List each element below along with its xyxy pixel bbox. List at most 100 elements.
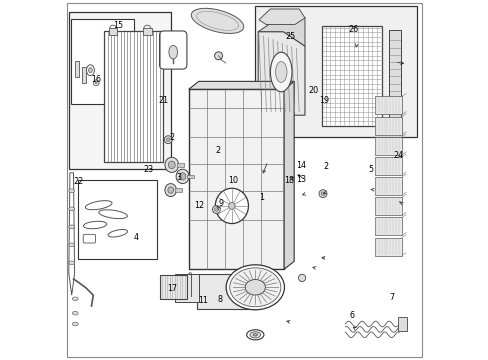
Bar [374, 96, 401, 114]
Ellipse shape [229, 268, 280, 307]
Ellipse shape [168, 45, 177, 59]
Text: 12: 12 [194, 201, 204, 210]
Ellipse shape [72, 322, 78, 326]
Text: 13: 13 [296, 175, 306, 184]
Text: 11: 11 [198, 296, 208, 305]
Text: 2: 2 [215, 146, 220, 155]
Bar [321, 26, 382, 126]
Polygon shape [284, 81, 294, 269]
Ellipse shape [69, 261, 75, 265]
Bar [254, 6, 416, 137]
FancyBboxPatch shape [159, 31, 186, 69]
Ellipse shape [86, 65, 94, 76]
Bar [374, 197, 401, 215]
Bar [108, 28, 117, 35]
Text: 9: 9 [218, 199, 223, 208]
Text: 14: 14 [296, 161, 306, 170]
Ellipse shape [225, 265, 284, 310]
Ellipse shape [69, 225, 75, 229]
Text: 17: 17 [166, 284, 177, 293]
Bar [142, 28, 151, 35]
Text: 24: 24 [393, 151, 403, 160]
Ellipse shape [164, 136, 172, 144]
Ellipse shape [99, 210, 127, 219]
Bar [78, 180, 157, 259]
Ellipse shape [88, 68, 92, 73]
Ellipse shape [246, 330, 264, 340]
Ellipse shape [176, 169, 189, 184]
Ellipse shape [179, 173, 185, 180]
Ellipse shape [69, 243, 75, 247]
Text: 5: 5 [368, 165, 373, 174]
Bar [175, 274, 199, 302]
Ellipse shape [95, 82, 97, 84]
Bar [174, 188, 182, 192]
Text: 16: 16 [91, 76, 101, 85]
Bar [69, 12, 170, 169]
Text: 25: 25 [285, 32, 295, 41]
Ellipse shape [166, 138, 170, 141]
Bar [81, 67, 86, 83]
Bar [177, 163, 183, 167]
Bar [374, 238, 401, 256]
Bar [197, 274, 256, 309]
Ellipse shape [215, 188, 248, 224]
Text: 2: 2 [323, 162, 328, 171]
Ellipse shape [69, 207, 75, 211]
Bar [388, 30, 401, 122]
Ellipse shape [168, 161, 175, 168]
Text: 2: 2 [169, 133, 174, 142]
Text: 19: 19 [319, 96, 329, 105]
Polygon shape [258, 32, 305, 115]
Ellipse shape [214, 52, 222, 60]
Bar [397, 317, 406, 331]
Polygon shape [191, 8, 243, 33]
Text: 10: 10 [227, 176, 238, 185]
Ellipse shape [270, 52, 291, 92]
Ellipse shape [164, 184, 176, 197]
Polygon shape [258, 17, 305, 46]
Text: 18: 18 [284, 176, 294, 185]
Text: 6: 6 [349, 310, 354, 320]
Text: 4: 4 [133, 233, 138, 242]
Bar [374, 137, 401, 155]
Bar [75, 61, 79, 77]
Ellipse shape [69, 189, 75, 193]
Polygon shape [258, 9, 305, 24]
Ellipse shape [214, 208, 218, 211]
Text: 26: 26 [347, 25, 358, 34]
Text: 8: 8 [217, 295, 222, 304]
Text: 22: 22 [73, 177, 83, 186]
Bar [160, 275, 186, 299]
Ellipse shape [85, 201, 112, 210]
Polygon shape [188, 81, 294, 89]
Text: 21: 21 [158, 96, 168, 105]
Ellipse shape [108, 230, 127, 237]
Text: 20: 20 [308, 86, 318, 95]
Bar [71, 19, 134, 104]
Ellipse shape [253, 334, 257, 336]
Ellipse shape [275, 62, 286, 82]
Ellipse shape [212, 206, 220, 213]
Ellipse shape [83, 221, 106, 229]
Ellipse shape [164, 157, 178, 172]
Text: 3: 3 [176, 173, 181, 181]
Ellipse shape [167, 187, 173, 193]
Bar [187, 175, 194, 178]
Text: 7: 7 [389, 292, 394, 302]
Bar [374, 117, 401, 135]
Bar [374, 217, 401, 235]
Ellipse shape [93, 80, 99, 86]
Ellipse shape [72, 311, 78, 315]
Text: 23: 23 [142, 165, 153, 174]
Bar [374, 177, 401, 195]
Text: 15: 15 [113, 21, 122, 30]
Bar [104, 31, 163, 162]
Ellipse shape [244, 280, 265, 295]
Ellipse shape [298, 274, 305, 282]
Ellipse shape [228, 202, 235, 209]
Bar [374, 157, 401, 175]
Polygon shape [69, 173, 75, 295]
Bar [188, 89, 284, 269]
Ellipse shape [72, 297, 78, 301]
